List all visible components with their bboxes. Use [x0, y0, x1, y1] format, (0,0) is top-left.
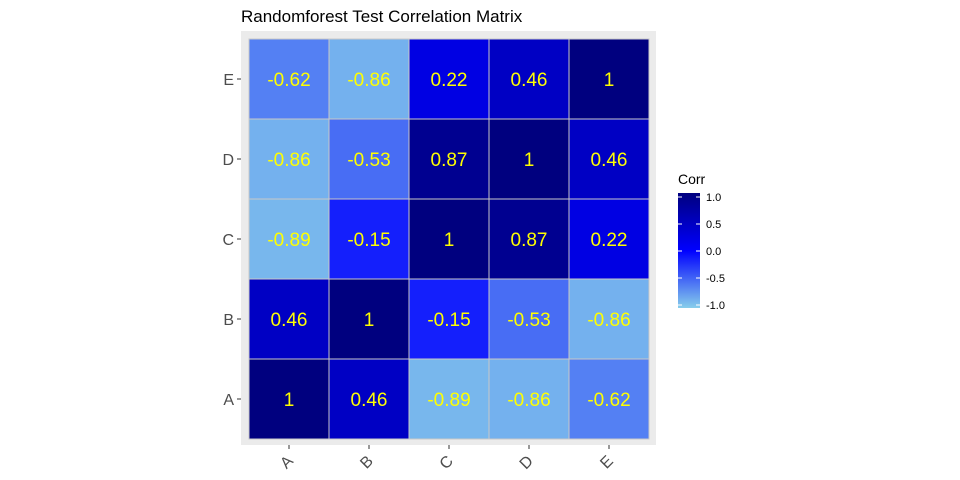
- heatmap-cell-labels: 1 0.46 -0.89 -0.86 -0.62 0.46 1 -0.15 -0.53 -0.86…: [267, 70, 630, 411]
- heatmap-cell-C-C: [408, 198, 490, 280]
- x-tick-label-B: B: [357, 453, 377, 473]
- heatmap-cell-E-A: [568, 358, 650, 440]
- x-tick-label-C: C: [437, 453, 457, 473]
- cell-label-C-B: -0.15: [427, 310, 470, 331]
- cell-label-D-D: 1: [524, 150, 535, 171]
- y-tick-label-A: A: [223, 392, 234, 409]
- x-axis-ticks: A B C D E: [277, 445, 617, 473]
- chart-title: Randomforest Test Correlation Matrix: [241, 7, 523, 26]
- cell-label-D-B: -0.53: [507, 310, 550, 331]
- cell-label-E-A: -0.62: [587, 390, 630, 411]
- color-legend: Corr 1.0 0.5 0.0 -0.5 -1.0: [678, 171, 725, 312]
- heatmap-cell-D-E: [488, 38, 570, 120]
- cell-label-B-A: 0.46: [351, 390, 388, 411]
- y-tick-label-E: E: [223, 72, 234, 89]
- legend-tick-label: 0.0: [706, 246, 721, 258]
- cell-label-C-A: -0.89: [427, 390, 470, 411]
- cell-label-C-E: 0.22: [431, 70, 468, 91]
- heatmap-cell-C-D: [408, 118, 490, 200]
- heatmap-cell-A-B: [248, 278, 330, 360]
- heatmap-cell-A-D: [248, 118, 330, 200]
- cell-label-B-C: -0.15: [347, 230, 390, 251]
- cell-label-A-B: 0.46: [271, 310, 308, 331]
- heatmap-cell-E-C: [568, 198, 650, 280]
- cell-label-D-A: -0.86: [507, 390, 550, 411]
- legend-tick-label: -1.0: [706, 300, 725, 312]
- heatmap-cell-C-B: [408, 278, 490, 360]
- heatmap-cell-E-E: [568, 38, 650, 120]
- cell-label-E-B: -0.86: [587, 310, 630, 331]
- cell-label-A-C: -0.89: [267, 230, 310, 251]
- cell-label-B-D: -0.53: [347, 150, 390, 171]
- heatmap-cell-C-A: [408, 358, 490, 440]
- heatmap-cell-B-B: [328, 278, 410, 360]
- legend-colorbar: [678, 193, 700, 308]
- cell-label-C-D: 0.87: [431, 150, 468, 171]
- cell-label-A-E: -0.62: [267, 70, 310, 91]
- heatmap-cell-D-D: [488, 118, 570, 200]
- x-tick-label-A: A: [277, 453, 297, 473]
- legend-tick-label: -0.5: [706, 273, 725, 285]
- heatmap-cell-B-C: [328, 198, 410, 280]
- heatmap-cell-C-E: [408, 38, 490, 120]
- legend-tick-label: 0.5: [706, 219, 721, 231]
- cell-label-E-D: 0.46: [591, 150, 628, 171]
- x-tick-label-D: D: [517, 453, 537, 473]
- heatmap-cell-B-D: [328, 118, 410, 200]
- heatmap-cell-A-E: [248, 38, 330, 120]
- heatmap-cell-A-C: [248, 198, 330, 280]
- cell-label-C-C: 1: [444, 230, 455, 251]
- legend-ticks: 1.0 0.5 0.0 -0.5 -1.0: [678, 192, 725, 312]
- heatmap-cell-D-C: [488, 198, 570, 280]
- y-tick-label-B: B: [223, 312, 234, 329]
- cell-label-B-E: -0.86: [347, 70, 390, 91]
- cell-label-A-A: 1: [284, 390, 295, 411]
- heatmap-cell-D-A: [488, 358, 570, 440]
- heatmap-cell-D-B: [488, 278, 570, 360]
- cell-label-E-C: 0.22: [591, 230, 628, 251]
- cell-label-D-E: 0.46: [511, 70, 548, 91]
- cell-label-B-B: 1: [364, 310, 375, 331]
- heatmap-cell-B-E: [328, 38, 410, 120]
- heatmap-cell-E-D: [568, 118, 650, 200]
- y-axis-ticks: A B C D E: [222, 72, 241, 409]
- heatmap-cell-A-A: [248, 358, 330, 440]
- x-tick-label-E: E: [597, 453, 617, 473]
- cell-label-D-C: 0.87: [511, 230, 548, 251]
- legend-title: Corr: [678, 171, 706, 187]
- heatmap-cells: [248, 38, 650, 440]
- y-tick-label-C: C: [222, 232, 234, 249]
- cell-label-E-E: 1: [604, 70, 615, 91]
- legend-tick-label: 1.0: [706, 192, 721, 204]
- y-tick-label-D: D: [222, 152, 234, 169]
- cell-label-A-D: -0.86: [267, 150, 310, 171]
